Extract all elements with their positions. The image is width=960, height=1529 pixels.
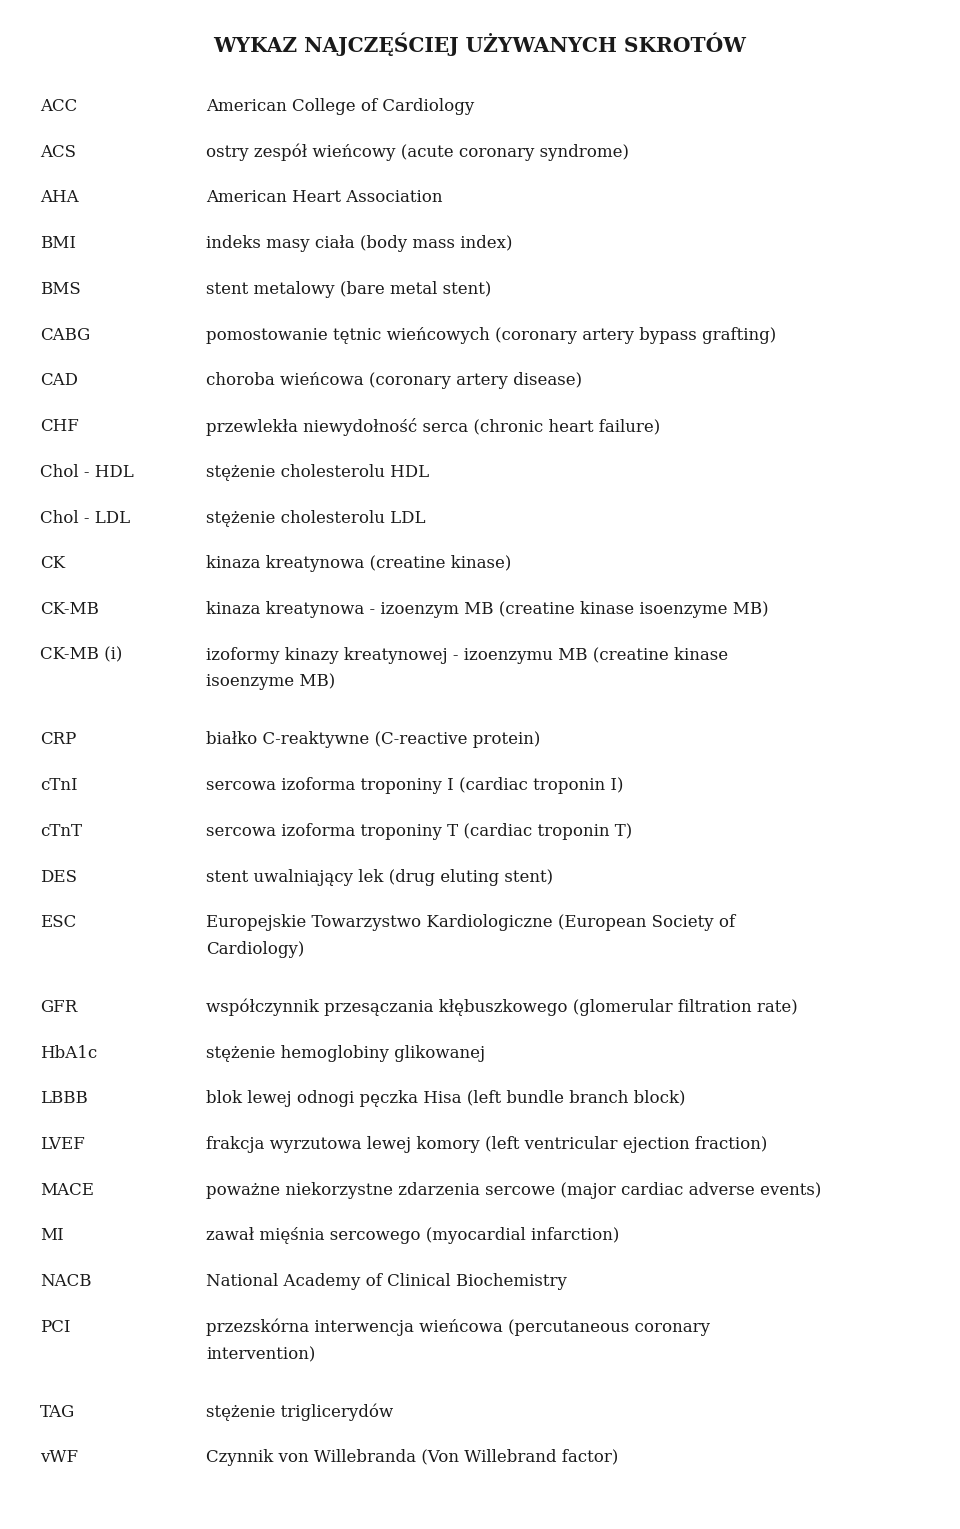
- Text: Chol - LDL: Chol - LDL: [40, 509, 131, 526]
- Text: sercowa izoforma troponiny I (cardiac troponin I): sercowa izoforma troponiny I (cardiac tr…: [206, 777, 624, 794]
- Text: ACC: ACC: [40, 98, 78, 115]
- Text: CK-MB: CK-MB: [40, 601, 99, 618]
- Text: CK-MB (i): CK-MB (i): [40, 647, 123, 664]
- Text: TAG: TAG: [40, 1404, 76, 1420]
- Text: Czynnik von Willebranda (Von Willebrand factor): Czynnik von Willebranda (Von Willebrand …: [206, 1449, 619, 1466]
- Text: choroba wieńcowa (coronary artery disease): choroba wieńcowa (coronary artery diseas…: [206, 373, 583, 390]
- Text: CHF: CHF: [40, 417, 79, 436]
- Text: WYKAZ NAJCZĘŚCIEJ UŻYWANYCH SKROTÓW: WYKAZ NAJCZĘŚCIEJ UŻYWANYCH SKROTÓW: [213, 32, 747, 55]
- Text: stężenie cholesterolu LDL: stężenie cholesterolu LDL: [206, 509, 426, 526]
- Text: przezskórna interwencja wieńcowa (percutaneous coronary
intervention): przezskórna interwencja wieńcowa (percut…: [206, 1320, 710, 1364]
- Text: stężenie cholesterolu HDL: stężenie cholesterolu HDL: [206, 463, 429, 480]
- Text: ostry zespół wieńcowy (acute coronary syndrome): ostry zespół wieńcowy (acute coronary sy…: [206, 144, 630, 161]
- Text: stężenie triglicerydów: stężenie triglicerydów: [206, 1404, 394, 1420]
- Text: MACE: MACE: [40, 1182, 94, 1199]
- Text: AHA: AHA: [40, 190, 79, 206]
- Text: DES: DES: [40, 868, 78, 885]
- Text: BMS: BMS: [40, 281, 81, 298]
- Text: CRP: CRP: [40, 731, 77, 748]
- Text: GFR: GFR: [40, 998, 78, 1015]
- Text: przewlekła niewydołność serca (chronic heart failure): przewlekła niewydołność serca (chronic h…: [206, 417, 660, 436]
- Text: American Heart Association: American Heart Association: [206, 190, 443, 206]
- Text: zawał mięśnia sercowego (myocardial infarction): zawał mięśnia sercowego (myocardial infa…: [206, 1228, 620, 1245]
- Text: stent metalowy (bare metal stent): stent metalowy (bare metal stent): [206, 281, 492, 298]
- Text: ESC: ESC: [40, 914, 77, 931]
- Text: poważne niekorzystne zdarzenia sercowe (major cardiac adverse events): poważne niekorzystne zdarzenia sercowe (…: [206, 1182, 822, 1199]
- Text: CABG: CABG: [40, 327, 90, 344]
- Text: Europejskie Towarzystwo Kardiologiczne (European Society of
Cardiology): Europejskie Towarzystwo Kardiologiczne (…: [206, 914, 735, 959]
- Text: ACS: ACS: [40, 144, 76, 161]
- Text: HbA1c: HbA1c: [40, 1044, 98, 1061]
- Text: indeks masy ciała (body mass index): indeks masy ciała (body mass index): [206, 235, 513, 252]
- Text: PCI: PCI: [40, 1320, 71, 1336]
- Text: NACB: NACB: [40, 1274, 92, 1290]
- Text: Chol - HDL: Chol - HDL: [40, 463, 134, 480]
- Text: kinaza kreatynowa - izoenzym MB (creatine kinase isoenzyme MB): kinaza kreatynowa - izoenzym MB (creatin…: [206, 601, 769, 618]
- Text: cTnI: cTnI: [40, 777, 78, 794]
- Text: współczynnik przesączania kłębuszkowego (glomerular filtration rate): współczynnik przesączania kłębuszkowego …: [206, 998, 798, 1017]
- Text: MI: MI: [40, 1228, 64, 1245]
- Text: izoformy kinazy kreatynowej - izoenzymu MB (creatine kinase
isoenzyme MB): izoformy kinazy kreatynowej - izoenzymu …: [206, 647, 729, 691]
- Text: cTnT: cTnT: [40, 823, 83, 839]
- Text: białko C-reaktywne (C-reactive protein): białko C-reaktywne (C-reactive protein): [206, 731, 540, 748]
- Text: vWF: vWF: [40, 1449, 79, 1466]
- Text: LBBB: LBBB: [40, 1090, 88, 1107]
- Text: sercowa izoforma troponiny T (cardiac troponin T): sercowa izoforma troponiny T (cardiac tr…: [206, 823, 633, 839]
- Text: blok lewej odnogi pęczka Hisa (left bundle branch block): blok lewej odnogi pęczka Hisa (left bund…: [206, 1090, 685, 1107]
- Text: CAD: CAD: [40, 373, 79, 390]
- Text: stężenie hemoglobiny glikowanej: stężenie hemoglobiny glikowanej: [206, 1044, 486, 1061]
- Text: pomostowanie tętnic wieńcowych (coronary artery bypass grafting): pomostowanie tętnic wieńcowych (coronary…: [206, 327, 777, 344]
- Text: kinaza kreatynowa (creatine kinase): kinaza kreatynowa (creatine kinase): [206, 555, 512, 572]
- Text: National Academy of Clinical Biochemistry: National Academy of Clinical Biochemistr…: [206, 1274, 567, 1290]
- Text: LVEF: LVEF: [40, 1136, 85, 1153]
- Text: CK: CK: [40, 555, 65, 572]
- Text: American College of Cardiology: American College of Cardiology: [206, 98, 474, 115]
- Text: stent uwalniający lek (drug eluting stent): stent uwalniający lek (drug eluting sten…: [206, 868, 554, 885]
- Text: frakcja wyrzutowa lewej komory (left ventricular ejection fraction): frakcja wyrzutowa lewej komory (left ven…: [206, 1136, 768, 1153]
- Text: BMI: BMI: [40, 235, 76, 252]
